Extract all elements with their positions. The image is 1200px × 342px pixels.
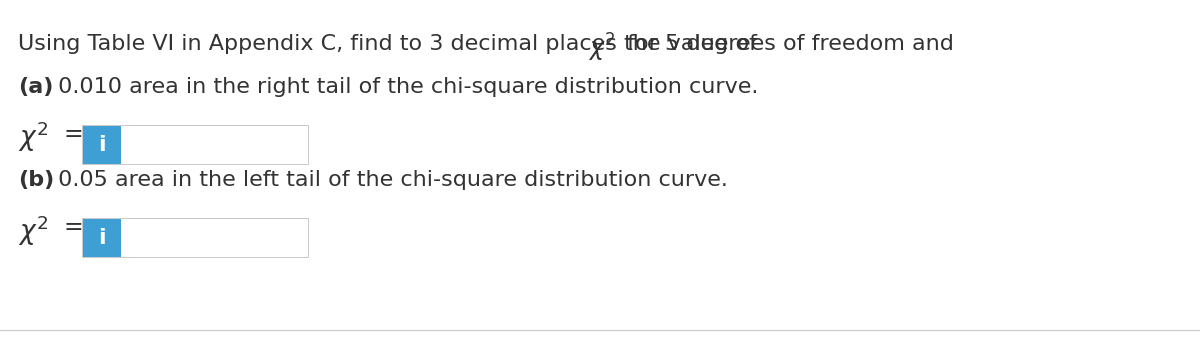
Text: (b): (b) bbox=[18, 170, 54, 190]
FancyBboxPatch shape bbox=[83, 219, 121, 257]
Text: $\chi^2$: $\chi^2$ bbox=[588, 32, 616, 64]
Text: =: = bbox=[64, 215, 83, 239]
Text: i: i bbox=[98, 228, 106, 248]
Text: =: = bbox=[64, 122, 83, 146]
Text: i: i bbox=[98, 135, 106, 155]
Text: 0.010 area in the right tail of the chi-square distribution curve.: 0.010 area in the right tail of the chi-… bbox=[50, 77, 758, 97]
Text: 0.05 area in the left tail of the chi-square distribution curve.: 0.05 area in the left tail of the chi-sq… bbox=[50, 170, 728, 190]
FancyBboxPatch shape bbox=[121, 219, 308, 257]
FancyBboxPatch shape bbox=[83, 126, 308, 164]
Text: $\chi^2$: $\chi^2$ bbox=[18, 120, 48, 155]
Text: for 5 degrees of freedom and: for 5 degrees of freedom and bbox=[620, 34, 954, 54]
Text: (a): (a) bbox=[18, 77, 53, 97]
FancyBboxPatch shape bbox=[121, 126, 308, 164]
Text: Using Table VI in Appendix C, find to 3 decimal places the value of: Using Table VI in Appendix C, find to 3 … bbox=[18, 34, 764, 54]
Text: $\chi^2$: $\chi^2$ bbox=[18, 213, 48, 248]
FancyBboxPatch shape bbox=[83, 126, 121, 164]
FancyBboxPatch shape bbox=[83, 219, 308, 257]
